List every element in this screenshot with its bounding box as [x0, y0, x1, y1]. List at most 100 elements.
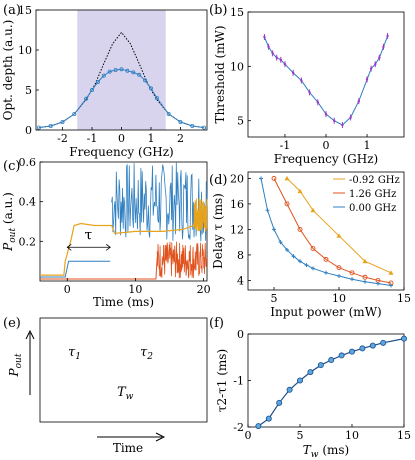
d-data-point	[297, 226, 303, 232]
a-data-point	[60, 120, 65, 125]
d-data-point	[336, 265, 342, 271]
b-xtick-label: -1	[280, 139, 291, 152]
b-data-point	[324, 112, 328, 116]
b-data-point	[374, 62, 377, 66]
d-xtick-label: 5	[271, 292, 278, 305]
e-tau2-sub: 2	[146, 352, 153, 362]
b-data-point	[369, 67, 373, 70]
c-orange-oscillation	[193, 197, 208, 232]
e-Tw-main: T	[117, 385, 127, 400]
c-tau-label: τ	[85, 227, 93, 243]
d-data-point	[362, 258, 368, 264]
f-ytick-label: -1	[233, 375, 244, 388]
a-xtick-label: 2	[177, 132, 184, 145]
c-blue-oscillation	[111, 162, 208, 242]
f-xlabel-main: T	[303, 443, 312, 457]
f-data-point	[338, 352, 345, 359]
e-x-arrowhead	[155, 432, 166, 442]
e-tau1-sub: 1	[75, 352, 81, 362]
f-xtick-label: 5	[297, 429, 304, 442]
e-Tw: Tw	[117, 385, 134, 402]
f-ytick-label: -2	[233, 421, 244, 434]
b-data-point	[378, 56, 381, 59]
d-ytick-label: 16	[230, 198, 244, 211]
f-data-point	[307, 369, 314, 376]
d-data-point	[259, 176, 263, 181]
c-ytick-label: 0.2	[19, 235, 37, 248]
d-series-line	[273, 178, 392, 284]
f-data-point	[328, 357, 335, 364]
a-data-point	[107, 69, 112, 74]
b-data-point	[365, 78, 369, 81]
a-data-point	[178, 120, 183, 125]
panel-label-f: (f)	[209, 316, 224, 331]
a-data-point	[48, 124, 53, 129]
d-data-point	[291, 254, 296, 259]
d-data-point	[297, 188, 303, 194]
c-xlabel: Time (ms)	[93, 295, 154, 309]
d-data-point	[284, 201, 290, 207]
a-data-point	[101, 73, 106, 78]
e-frame	[39, 317, 208, 423]
d-data-point	[271, 175, 277, 181]
e-y-arrowhead	[25, 329, 35, 340]
d-data-point	[349, 270, 355, 276]
d-data-point	[324, 270, 328, 275]
d-frame	[247, 171, 405, 291]
a-data-point	[84, 96, 89, 101]
a-shaded-band	[77, 10, 166, 130]
b-data-point	[357, 99, 361, 103]
a-data-point	[36, 125, 41, 130]
f-xlabel: Tw (ms)	[303, 443, 349, 460]
d-data-point	[388, 270, 394, 275]
b-data-point	[308, 91, 311, 94]
panel-label-a: (a)	[3, 3, 21, 18]
panel-label-e: (e)	[3, 316, 21, 331]
d-data-point	[304, 263, 309, 268]
f-xlabel-unit: (ms)	[319, 443, 350, 457]
c-ytick-label: 0.4	[19, 196, 37, 209]
f-data-point	[255, 423, 262, 430]
e-tau1-main: τ	[68, 345, 76, 360]
b-ytick-label: 15	[230, 6, 244, 19]
f-data-point	[380, 339, 387, 346]
d-data-point	[311, 266, 315, 271]
d-data-point	[323, 256, 329, 262]
b-ylabel: Threshold (mW)	[213, 25, 227, 123]
a-data-point	[166, 112, 171, 117]
d-series-line	[286, 178, 392, 274]
c-ytick-label: 0.6	[19, 156, 37, 169]
f-data-point	[276, 399, 283, 406]
a-data-point	[143, 78, 148, 83]
f-ytick-label: 0	[237, 328, 244, 341]
f-data-point	[265, 415, 272, 422]
a-data-point	[125, 68, 130, 73]
f-xlabel-sub: w	[311, 450, 319, 460]
c-xtick-label: 10	[128, 283, 142, 296]
a-data-point	[95, 80, 100, 85]
a-data-point	[148, 86, 153, 91]
a-data-point	[119, 67, 124, 72]
a-ytick-label: 5	[25, 84, 32, 97]
f-data-point	[296, 377, 303, 384]
d-ylabel: Delay τ (ms)	[211, 193, 225, 269]
d-data-point	[336, 233, 342, 238]
d-legend-label: -0.92 GHz	[349, 175, 400, 186]
c-ylabel-sub: out	[8, 228, 18, 243]
d-legend-label: 1.26 GHz	[349, 189, 396, 200]
a-ytick-label: 10	[18, 44, 32, 57]
b-data-point	[279, 58, 283, 62]
b-xtick-label: 0	[323, 139, 330, 152]
d-data-point	[337, 273, 341, 278]
d-data-point	[362, 274, 368, 280]
d-data-point	[278, 240, 283, 245]
d-data-point	[272, 227, 276, 232]
d-ytick-label: 4	[237, 274, 244, 287]
d-ytick-label: 20	[230, 172, 244, 185]
b-data-point	[271, 52, 274, 55]
b-xtick-label: 1	[364, 139, 371, 152]
d-data-point	[310, 207, 316, 213]
f-data-line	[258, 338, 405, 427]
a-xtick-label: 1	[147, 132, 154, 145]
e-tau2: τ2	[140, 345, 153, 362]
